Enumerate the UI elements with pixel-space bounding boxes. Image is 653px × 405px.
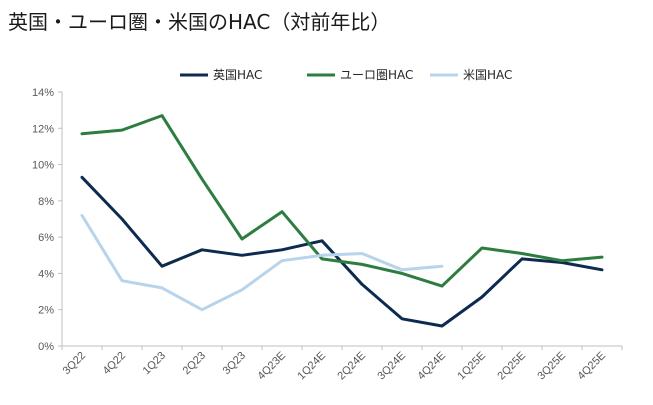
x-tick-label: 3Q23 xyxy=(221,350,249,378)
x-tick-label: 4Q22 xyxy=(101,350,129,378)
y-tick-label: 4% xyxy=(38,268,54,280)
y-axis: 0% 2% 4% 6% 8% 10% 12% 14% xyxy=(32,87,63,353)
x-tick-label: 4Q25E xyxy=(575,350,608,383)
legend-label: 英国HAC xyxy=(213,68,262,82)
x-tick-label: 1Q25E xyxy=(455,350,488,383)
y-tick-label: 10% xyxy=(32,160,54,172)
y-tick-label: 12% xyxy=(32,123,54,135)
series-line-3 xyxy=(80,213,444,312)
x-tick-label: 1Q24E xyxy=(295,350,328,383)
legend: 英国HAC ユーロ圏HAC 米国HAC xyxy=(180,68,512,82)
x-tick-label: 3Q24E xyxy=(375,350,408,383)
x-tick-label: 3Q25E xyxy=(535,350,568,383)
legend-label: ユーロ圏HAC xyxy=(340,68,413,82)
plot-area xyxy=(80,114,604,328)
series-line-1 xyxy=(80,175,604,328)
x-tick-label: 2Q23 xyxy=(181,350,209,378)
x-axis: 3Q22 4Q22 1Q23 2Q23 3Q23 4Q23E 1Q24E 2Q24E 3Q24E… xyxy=(61,345,623,383)
y-tick-label: 6% xyxy=(38,232,54,244)
x-tick-label: 1Q23 xyxy=(141,350,169,378)
x-tick-label: 4Q23E xyxy=(255,350,288,383)
y-tick-label: 14% xyxy=(32,87,54,99)
chart-title: 英国・ユーロ圏・米国のHAC（対前年比） xyxy=(8,10,391,34)
series-line-2 xyxy=(80,114,604,288)
x-tick-label: 3Q22 xyxy=(61,350,89,378)
y-tick-label: 2% xyxy=(38,305,54,317)
y-tick-label: 0% xyxy=(38,341,54,353)
x-tick-label: 2Q25E xyxy=(495,350,528,383)
x-tick-label: 4Q24E xyxy=(415,350,448,383)
x-tick-label: 2Q24E xyxy=(335,350,368,383)
y-tick-label: 8% xyxy=(38,196,54,208)
legend-label: 米国HAC xyxy=(463,68,512,82)
